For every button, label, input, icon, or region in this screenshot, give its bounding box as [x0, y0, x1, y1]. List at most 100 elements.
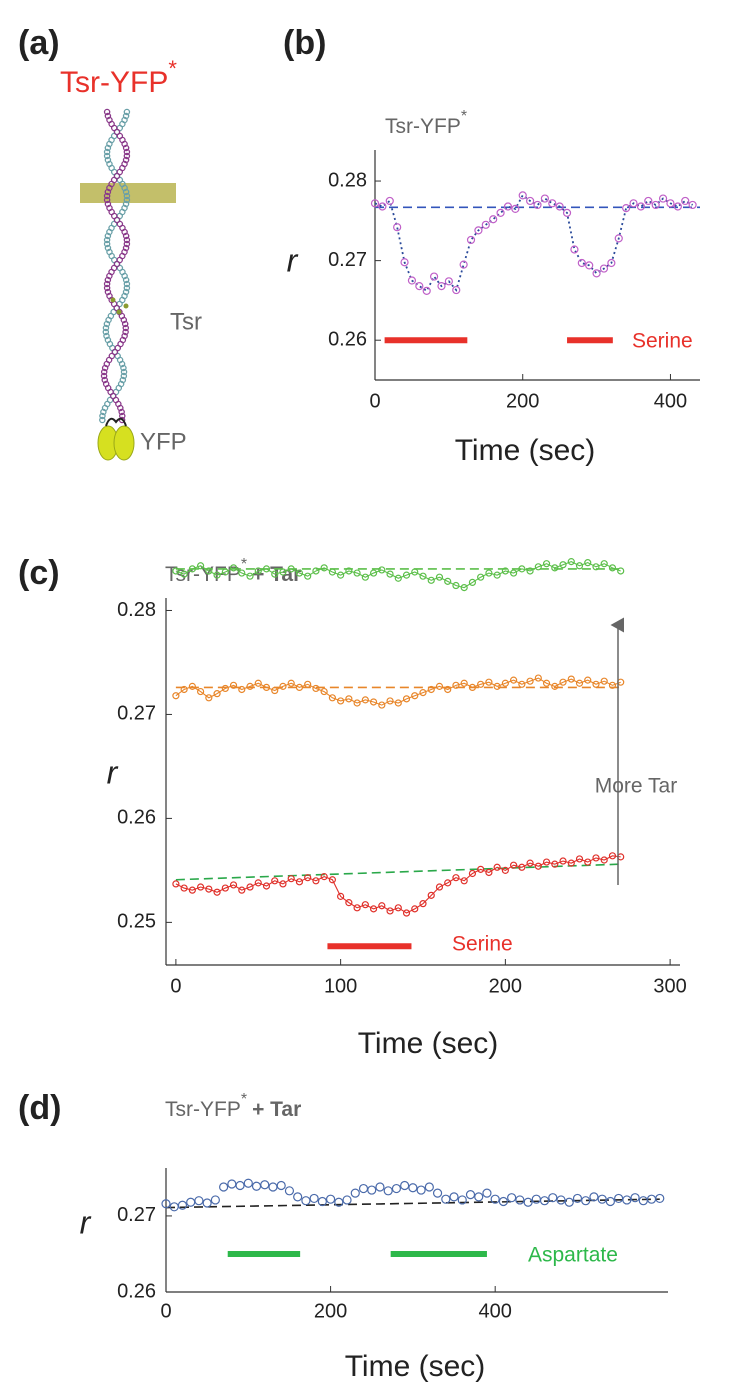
strand-bead	[123, 240, 131, 248]
x-tick-label: 100	[324, 975, 357, 997]
data-point	[309, 1193, 319, 1204]
data-point	[584, 858, 592, 866]
data-point	[510, 676, 518, 684]
data-point	[572, 1193, 583, 1204]
data-point	[386, 697, 394, 705]
data-point	[658, 194, 668, 203]
data-point	[361, 573, 369, 581]
data-point	[608, 852, 617, 860]
data-point	[328, 694, 336, 702]
x-tick-label: 400	[478, 1300, 511, 1322]
data-point	[673, 202, 682, 211]
data-point	[629, 199, 638, 208]
data-point	[180, 884, 188, 892]
data-point	[408, 1183, 418, 1193]
y-tick-label: 0.26	[117, 807, 156, 829]
data-point	[254, 879, 262, 887]
data-point	[353, 699, 361, 707]
data-point	[452, 581, 460, 590]
strand-bead	[100, 372, 108, 380]
title-text: Tsr-YFP	[385, 115, 461, 138]
data-point	[328, 876, 336, 884]
data-point	[441, 1194, 451, 1204]
strand-bead	[103, 196, 111, 204]
data-point	[345, 567, 353, 575]
data-point	[468, 869, 477, 878]
data-point	[383, 1186, 393, 1196]
strand-bead	[122, 328, 129, 336]
data-point	[567, 558, 575, 566]
data-point	[600, 856, 608, 864]
data-point	[584, 676, 592, 684]
data-point	[644, 196, 653, 206]
data-point	[229, 881, 238, 889]
data-point	[432, 1188, 443, 1198]
strand-bead	[123, 284, 131, 292]
data-point	[260, 1180, 270, 1190]
data-point	[518, 680, 526, 688]
x-tick-label: 0	[369, 390, 380, 412]
data-point	[334, 1197, 344, 1207]
data-point	[337, 571, 345, 579]
y-tick-label: 0.27	[117, 703, 156, 725]
receptor-strands	[99, 108, 131, 424]
data-point	[435, 883, 444, 891]
data-point	[485, 678, 493, 686]
strand-bead	[106, 272, 113, 280]
data-point	[427, 576, 435, 584]
data-point	[542, 679, 551, 687]
data-point	[276, 1180, 286, 1191]
strand-bead	[123, 148, 131, 156]
strand-bead	[103, 236, 111, 244]
data-point	[468, 683, 477, 692]
x-tick-label: 0	[170, 975, 181, 997]
data-point	[498, 1196, 509, 1207]
data-point	[375, 1182, 385, 1192]
data-point	[400, 1180, 410, 1191]
strand-bead	[114, 344, 122, 352]
data-point	[419, 572, 427, 580]
data-point	[407, 276, 417, 285]
data-point	[419, 900, 427, 908]
data-point	[205, 567, 213, 575]
data-point	[238, 569, 246, 577]
data-point	[268, 1182, 278, 1192]
data-point	[534, 563, 542, 571]
x-tick-label: 200	[489, 975, 522, 997]
data-point	[551, 682, 559, 690]
data-point	[474, 226, 483, 235]
data-point	[188, 682, 196, 690]
data-point	[271, 686, 279, 695]
strand-bead	[104, 188, 112, 196]
data-point	[411, 568, 419, 576]
data-point	[542, 858, 551, 866]
data-point	[262, 683, 271, 692]
data-point	[489, 215, 498, 224]
data-point	[402, 571, 411, 579]
y-tick-label: 0.27	[117, 1204, 156, 1226]
data-point	[457, 1195, 467, 1205]
strand-bead	[118, 360, 126, 368]
data-point	[622, 1195, 632, 1205]
data-point	[358, 1183, 369, 1194]
data-point	[518, 191, 527, 200]
data-point	[501, 866, 509, 874]
data-point	[312, 684, 320, 693]
data-point	[378, 701, 386, 709]
strand-bead	[99, 416, 106, 424]
data-point	[238, 886, 246, 894]
data-point	[636, 202, 646, 211]
data-point	[337, 892, 345, 900]
data-point	[630, 1193, 640, 1203]
data-point	[320, 687, 328, 696]
data-point	[312, 567, 320, 575]
data-point	[526, 196, 535, 206]
data-point	[575, 679, 584, 687]
data-point	[172, 567, 180, 575]
data-point	[342, 1195, 352, 1205]
strand-bead	[123, 280, 131, 288]
linker	[105, 417, 127, 427]
data-point	[279, 568, 287, 576]
y-tick-label: 0.25	[117, 911, 156, 933]
